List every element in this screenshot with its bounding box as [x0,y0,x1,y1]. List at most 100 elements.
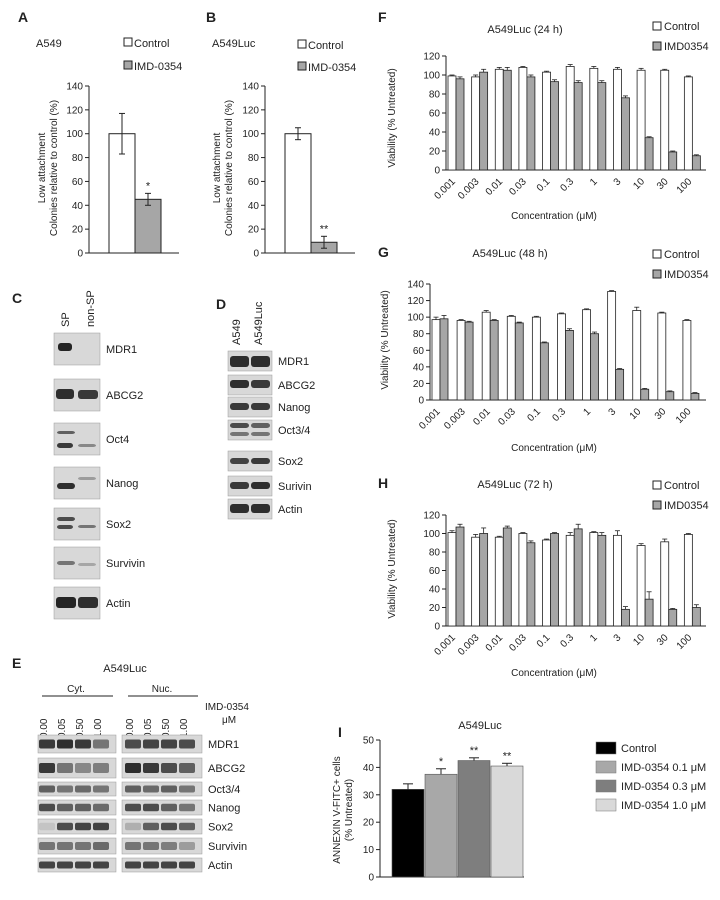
blot-band [75,861,91,869]
panel-h-title: A549Luc (72 h) [477,479,552,491]
bar [607,291,617,401]
x-tick-label: 1 [588,632,600,644]
blot-label: Sox2 [208,822,233,834]
bar [424,773,458,878]
lane-label: 1.00 [93,718,104,738]
x-tick-label: 30 [655,632,671,648]
x-tick-label: 0.1 [535,632,553,650]
x-tick-label: 1 [582,406,594,418]
bar [565,330,574,401]
y-axis-label-line2: Colonies relative to control (%) [49,100,60,236]
blot-band [251,423,270,428]
lane-label: 1.00 [179,718,190,738]
blot-band [251,458,270,464]
y-axis-label-line1: Low attachment [37,132,48,203]
x-tick-label: 3 [612,632,624,644]
bar [660,541,670,627]
legend-swatch-imd [123,60,133,70]
y-tick-label: 100 [423,529,440,540]
blot-band [57,525,73,529]
blot-band [75,842,91,850]
blot-band [143,785,159,793]
legend-label: IMD0354 [664,269,709,281]
legend-swatch [652,269,662,279]
panel-g-letter: G [378,244,389,260]
bar [526,76,536,171]
blot-band [161,842,177,850]
y-tick-label: 0 [368,873,374,884]
bar [481,311,491,401]
western-blot-e: 0.00 0.05 0.50 1.00 0.00 0.05 0.50 1.00 MDR1 ABCG… [37,718,247,873]
bar [589,67,599,171]
lane-label: non-SP [85,290,97,327]
chart-plot-area: 0 10 20 30 40 50 Control * IMD-0354 0.1 μM ** IMD-… [363,736,706,884]
y-tick-label: 120 [66,105,83,116]
legend-label: Control [664,21,699,33]
blot-band [56,389,74,399]
blot-membrane [121,837,203,855]
x-tick-label: 0.003 [456,632,482,658]
bar [668,608,678,627]
blot-band [39,739,55,749]
blot-band [161,785,177,793]
blot-band [58,343,72,351]
blot-label: Actin [278,504,302,516]
blot-band [57,517,75,521]
x-tick-label: 0.3 [551,406,569,424]
y-tick-label: 60 [413,346,425,357]
blot-membrane [227,475,273,497]
blot-band [251,504,270,513]
bar [590,333,599,401]
bar [691,155,701,171]
blot-band [57,785,73,793]
bar [447,532,457,627]
blot-label: Actin [208,860,232,872]
blot-band [179,739,195,749]
y-tick-label: 100 [242,129,259,140]
bar [682,320,692,401]
y-tick-label: 0 [434,166,440,177]
panel-d: D A549 A549Luc MDR1 ABCG2 Nanog Oct3/4 Sox2 Sur… [216,296,315,520]
lane-label: 0.50 [161,718,172,738]
x-tick-label: 0.1 [535,176,553,194]
blot-band [125,861,141,869]
bar [471,76,481,171]
y-tick-label: 20 [248,225,260,236]
blot-label: Sox2 [106,519,131,531]
legend-swatch-imd [297,61,307,71]
bar [531,316,541,401]
blot-band [230,458,249,464]
bar [494,68,504,171]
x-tick-label: 0.003 [442,406,468,432]
panel-d-letter: D [216,296,226,312]
legend-swatch-control [123,37,133,47]
bar [665,391,675,401]
x-tick-label: 0.03 [496,406,518,428]
y-tick-label: 120 [423,52,440,63]
y-tick-label: 10 [363,845,375,856]
x-tick-label: 0.03 [507,632,529,654]
y-tick-label: 20 [363,818,375,829]
bar [447,75,457,171]
blot-label: Sox2 [278,456,303,468]
blot-band [39,822,55,831]
legend-label-imd: IMD-0354 [134,61,182,73]
blot-band [179,861,195,869]
y-tick-label: 40 [72,201,84,212]
bar [573,528,583,627]
chart-plot-area: 0 20 40 60 80 100 120 140 * [66,82,179,260]
blot-band [75,785,91,793]
blot-membrane [53,422,101,456]
panel-c-letter: C [12,290,22,306]
bar [506,315,516,401]
blot-membrane [53,507,101,541]
x-tick-label: 3 [607,406,619,418]
blot-label: Surivin [278,481,312,493]
y-axis-label: Viability (% Untreated) [380,290,391,389]
blot-membrane [227,450,273,472]
bar [640,388,650,401]
bar [613,534,622,627]
y-tick-label: 60 [429,109,441,120]
bar [134,198,162,254]
